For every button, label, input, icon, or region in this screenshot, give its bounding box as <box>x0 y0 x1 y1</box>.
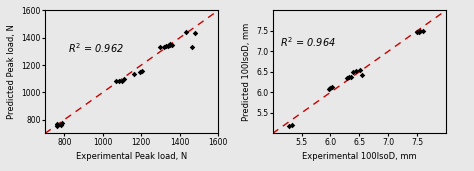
Y-axis label: Predicted 100IsoD, mm: Predicted 100IsoD, mm <box>242 23 251 121</box>
Point <box>118 80 126 83</box>
Text: $R^2$ = 0.964: $R^2$ = 0.964 <box>280 36 335 49</box>
Point <box>156 46 164 48</box>
Point <box>415 31 422 34</box>
Point <box>288 123 295 126</box>
Point <box>327 87 334 90</box>
Point <box>161 45 168 48</box>
Point <box>166 44 174 46</box>
Point <box>165 44 173 46</box>
Point <box>163 45 170 47</box>
Point <box>347 75 355 78</box>
Point <box>417 30 424 33</box>
Point <box>130 72 138 75</box>
Point <box>326 87 333 90</box>
Text: $R^2$ = 0.962: $R^2$ = 0.962 <box>68 41 124 55</box>
Point <box>345 76 353 79</box>
Point <box>356 69 364 71</box>
Point <box>168 44 175 46</box>
Point <box>58 124 65 127</box>
Point <box>358 74 366 77</box>
Point <box>53 124 60 127</box>
Point <box>328 86 335 89</box>
Point <box>343 76 350 79</box>
Point <box>188 46 195 48</box>
X-axis label: Experimental Peak load, N: Experimental Peak load, N <box>76 152 187 161</box>
Point <box>120 78 128 81</box>
Point <box>136 70 144 73</box>
Point <box>58 121 65 124</box>
Point <box>419 30 427 32</box>
Point <box>167 43 174 46</box>
Point <box>191 31 199 34</box>
Point <box>413 31 421 34</box>
Point <box>138 70 146 72</box>
Point <box>353 70 360 73</box>
Point <box>285 125 292 127</box>
Point <box>53 122 61 125</box>
Point <box>112 79 120 82</box>
Point <box>164 44 172 47</box>
Point <box>182 31 190 33</box>
Point <box>115 79 122 82</box>
Point <box>350 71 357 73</box>
X-axis label: Experimental 100IsoD, mm: Experimental 100IsoD, mm <box>302 152 417 161</box>
Y-axis label: Predicted Peak load, N: Predicted Peak load, N <box>7 24 16 119</box>
